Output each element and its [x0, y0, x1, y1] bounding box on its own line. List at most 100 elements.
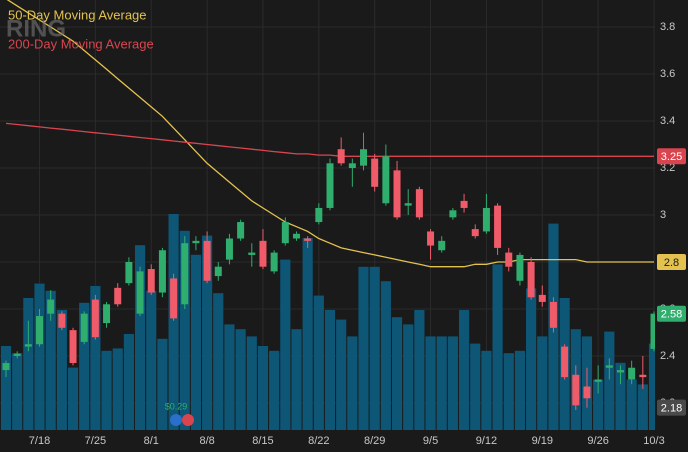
- volume-bar: [403, 324, 414, 430]
- volume-bar: [67, 367, 79, 430]
- volume-bar: [101, 350, 112, 430]
- volume-bar: [347, 336, 358, 430]
- volume-bar: [648, 343, 655, 430]
- x-tick-label: 9/26: [587, 435, 608, 447]
- candle-body: [616, 370, 624, 373]
- candle-body: [404, 203, 412, 206]
- volume-bar: [90, 286, 101, 430]
- volume-bar: [302, 238, 313, 430]
- volume-bar: [34, 283, 45, 430]
- volume-bar: [593, 379, 604, 430]
- candle-body: [415, 189, 423, 218]
- candle-body: [360, 149, 368, 166]
- candle-body: [292, 233, 300, 239]
- candle-body: [80, 313, 88, 342]
- candle-body: [181, 243, 189, 305]
- candle-body: [438, 240, 446, 251]
- price-badge-label: 3.25: [661, 151, 682, 163]
- candle-body: [103, 304, 111, 324]
- candle-body: [427, 231, 435, 246]
- volume-bar: [291, 329, 302, 430]
- volume-bar: [168, 214, 179, 430]
- candle-body: [449, 210, 457, 218]
- candle-body: [192, 240, 200, 244]
- candle-body: [58, 313, 66, 328]
- candle-body: [382, 156, 390, 204]
- candle-body: [561, 346, 569, 378]
- candle-body: [170, 278, 178, 319]
- candle-body: [594, 379, 602, 382]
- candle-body: [214, 266, 222, 277]
- candle-body: [315, 207, 323, 223]
- volume-bar: [615, 362, 626, 430]
- price-badge-label: 2.58: [661, 309, 682, 321]
- candle-body: [69, 330, 77, 364]
- candle-body: [259, 240, 267, 267]
- candle-body: [225, 238, 233, 260]
- volume-bar: [202, 235, 213, 430]
- y-tick-label: 3.6: [660, 68, 675, 80]
- volume-bar: [481, 350, 492, 430]
- candle-body: [549, 301, 557, 328]
- candle-body: [650, 313, 655, 349]
- volume-bar: [280, 259, 291, 430]
- candle-body: [304, 238, 312, 241]
- candle-body: [36, 316, 44, 345]
- volume-bar: [213, 293, 224, 430]
- candle-body: [24, 344, 32, 347]
- candle-body: [2, 363, 10, 371]
- candle-body: [605, 365, 613, 368]
- x-tick-label: 9/19: [532, 435, 553, 447]
- y-tick-label: 3.8: [660, 21, 675, 33]
- event-marker: [182, 414, 194, 426]
- volume-bar: [447, 336, 458, 430]
- candle-body: [147, 269, 155, 293]
- candle-body: [270, 252, 278, 272]
- candle-body: [639, 374, 647, 378]
- x-tick-label: 7/25: [85, 435, 106, 447]
- x-tick-label: 8/8: [199, 435, 214, 447]
- y-tick-label: 2.4: [660, 350, 675, 362]
- volume-bar: [23, 298, 34, 430]
- candle-body: [393, 170, 401, 218]
- volume-bar: [604, 331, 615, 430]
- x-tick-label: 9/5: [423, 435, 438, 447]
- volume-bar: [369, 266, 380, 430]
- volume-bar: [414, 310, 425, 430]
- volume-bar: [336, 319, 347, 430]
- volume-bar: [45, 290, 56, 430]
- volume-bar: [190, 254, 202, 430]
- candle-body: [158, 250, 166, 293]
- dividend-annotation: $0.29: [165, 401, 188, 411]
- volume-bar: [269, 350, 280, 430]
- volume-bar: [79, 302, 90, 430]
- candle-body: [460, 200, 468, 208]
- candle-body: [13, 353, 21, 356]
- candle-body: [471, 229, 479, 237]
- moving-average: [6, 0, 654, 268]
- price-badge: [657, 399, 686, 416]
- y-tick-label: 3: [660, 209, 666, 221]
- volume-bar: [458, 310, 470, 430]
- moving-average: [5, 122, 654, 157]
- volume-bar: [157, 338, 168, 430]
- candle-body: [136, 271, 144, 314]
- watermark: RING: [6, 15, 66, 42]
- candle-body: [337, 149, 345, 164]
- x-tick-label: 8/29: [364, 435, 385, 447]
- candle-body: [203, 240, 211, 281]
- candle-body: [248, 252, 256, 255]
- price-badge: [657, 305, 686, 322]
- volume-bar: [537, 336, 548, 430]
- legend-ma200: 200-Day Moving Average: [8, 36, 154, 51]
- candle-body: [47, 299, 55, 314]
- volume-bar: [246, 336, 257, 430]
- candle-body: [371, 158, 379, 187]
- volume-bar: [470, 343, 481, 430]
- volume-bar: [56, 310, 67, 430]
- candle-body: [125, 261, 133, 284]
- volume-bar: [391, 317, 403, 430]
- volume-bar: [257, 346, 269, 430]
- volume-bar: [134, 245, 146, 430]
- volume-bar: [503, 353, 514, 430]
